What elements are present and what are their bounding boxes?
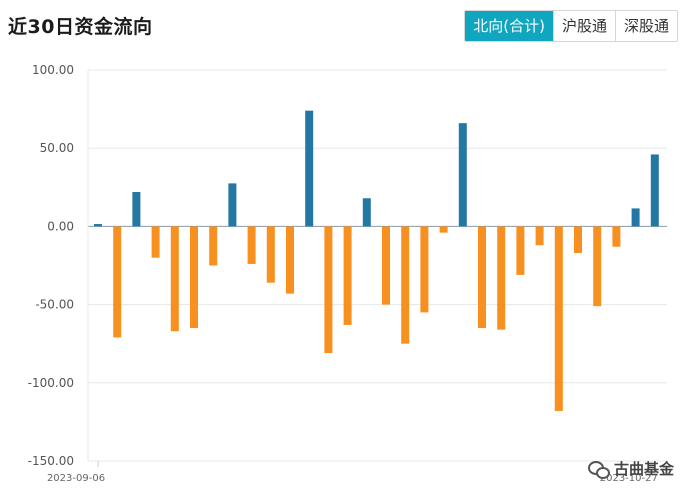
watermark: 古曲基金 — [587, 458, 674, 479]
bar — [478, 226, 486, 329]
bar — [497, 226, 506, 330]
watermark-text: 古曲基金 — [613, 460, 674, 478]
bar — [554, 226, 563, 411]
bar — [382, 226, 390, 305]
bar — [420, 226, 429, 313]
bar — [190, 226, 198, 329]
bar — [209, 226, 218, 266]
bar — [343, 226, 352, 325]
tab-shenzhen-connect[interactable]: 深股通 — [614, 11, 677, 41]
bar — [535, 226, 544, 246]
bar — [151, 226, 160, 258]
bar — [631, 208, 640, 227]
bar — [266, 226, 275, 283]
bar — [324, 226, 333, 354]
tab-north-total[interactable]: 北向(合计) — [465, 11, 553, 41]
x-tick-label: 2023-09-06 — [47, 473, 105, 484]
bar — [439, 226, 448, 233]
bar — [247, 226, 256, 264]
bar — [286, 226, 294, 294]
bar — [612, 226, 621, 247]
page-title: 近30日资金流向 — [8, 16, 153, 38]
y-tick-label: -50.00 — [35, 298, 74, 312]
bar — [593, 226, 602, 307]
bar — [401, 226, 410, 344]
y-tick-label: -150.00 — [28, 454, 74, 468]
bar — [305, 110, 314, 227]
tab-group: 北向(合计) 沪股通 深股通 — [464, 10, 678, 42]
y-tick-label: 50.00 — [40, 141, 74, 155]
bar — [516, 226, 525, 275]
bar — [94, 224, 102, 227]
bar — [574, 226, 582, 253]
y-tick-label: 100.00 — [32, 63, 74, 77]
y-tick-label: -100.00 — [28, 376, 74, 390]
bar — [228, 183, 237, 227]
bar — [170, 226, 179, 332]
bar — [362, 198, 371, 227]
x-tick-label: 2023-10-27 — [600, 473, 658, 484]
y-tick-label: 0.00 — [47, 219, 74, 233]
bar — [650, 154, 659, 227]
chat-bubble-icon — [587, 460, 610, 479]
bar — [458, 123, 467, 227]
bar — [132, 191, 141, 227]
bar — [113, 226, 122, 338]
tab-shanghai-connect[interactable]: 沪股通 — [552, 11, 615, 41]
